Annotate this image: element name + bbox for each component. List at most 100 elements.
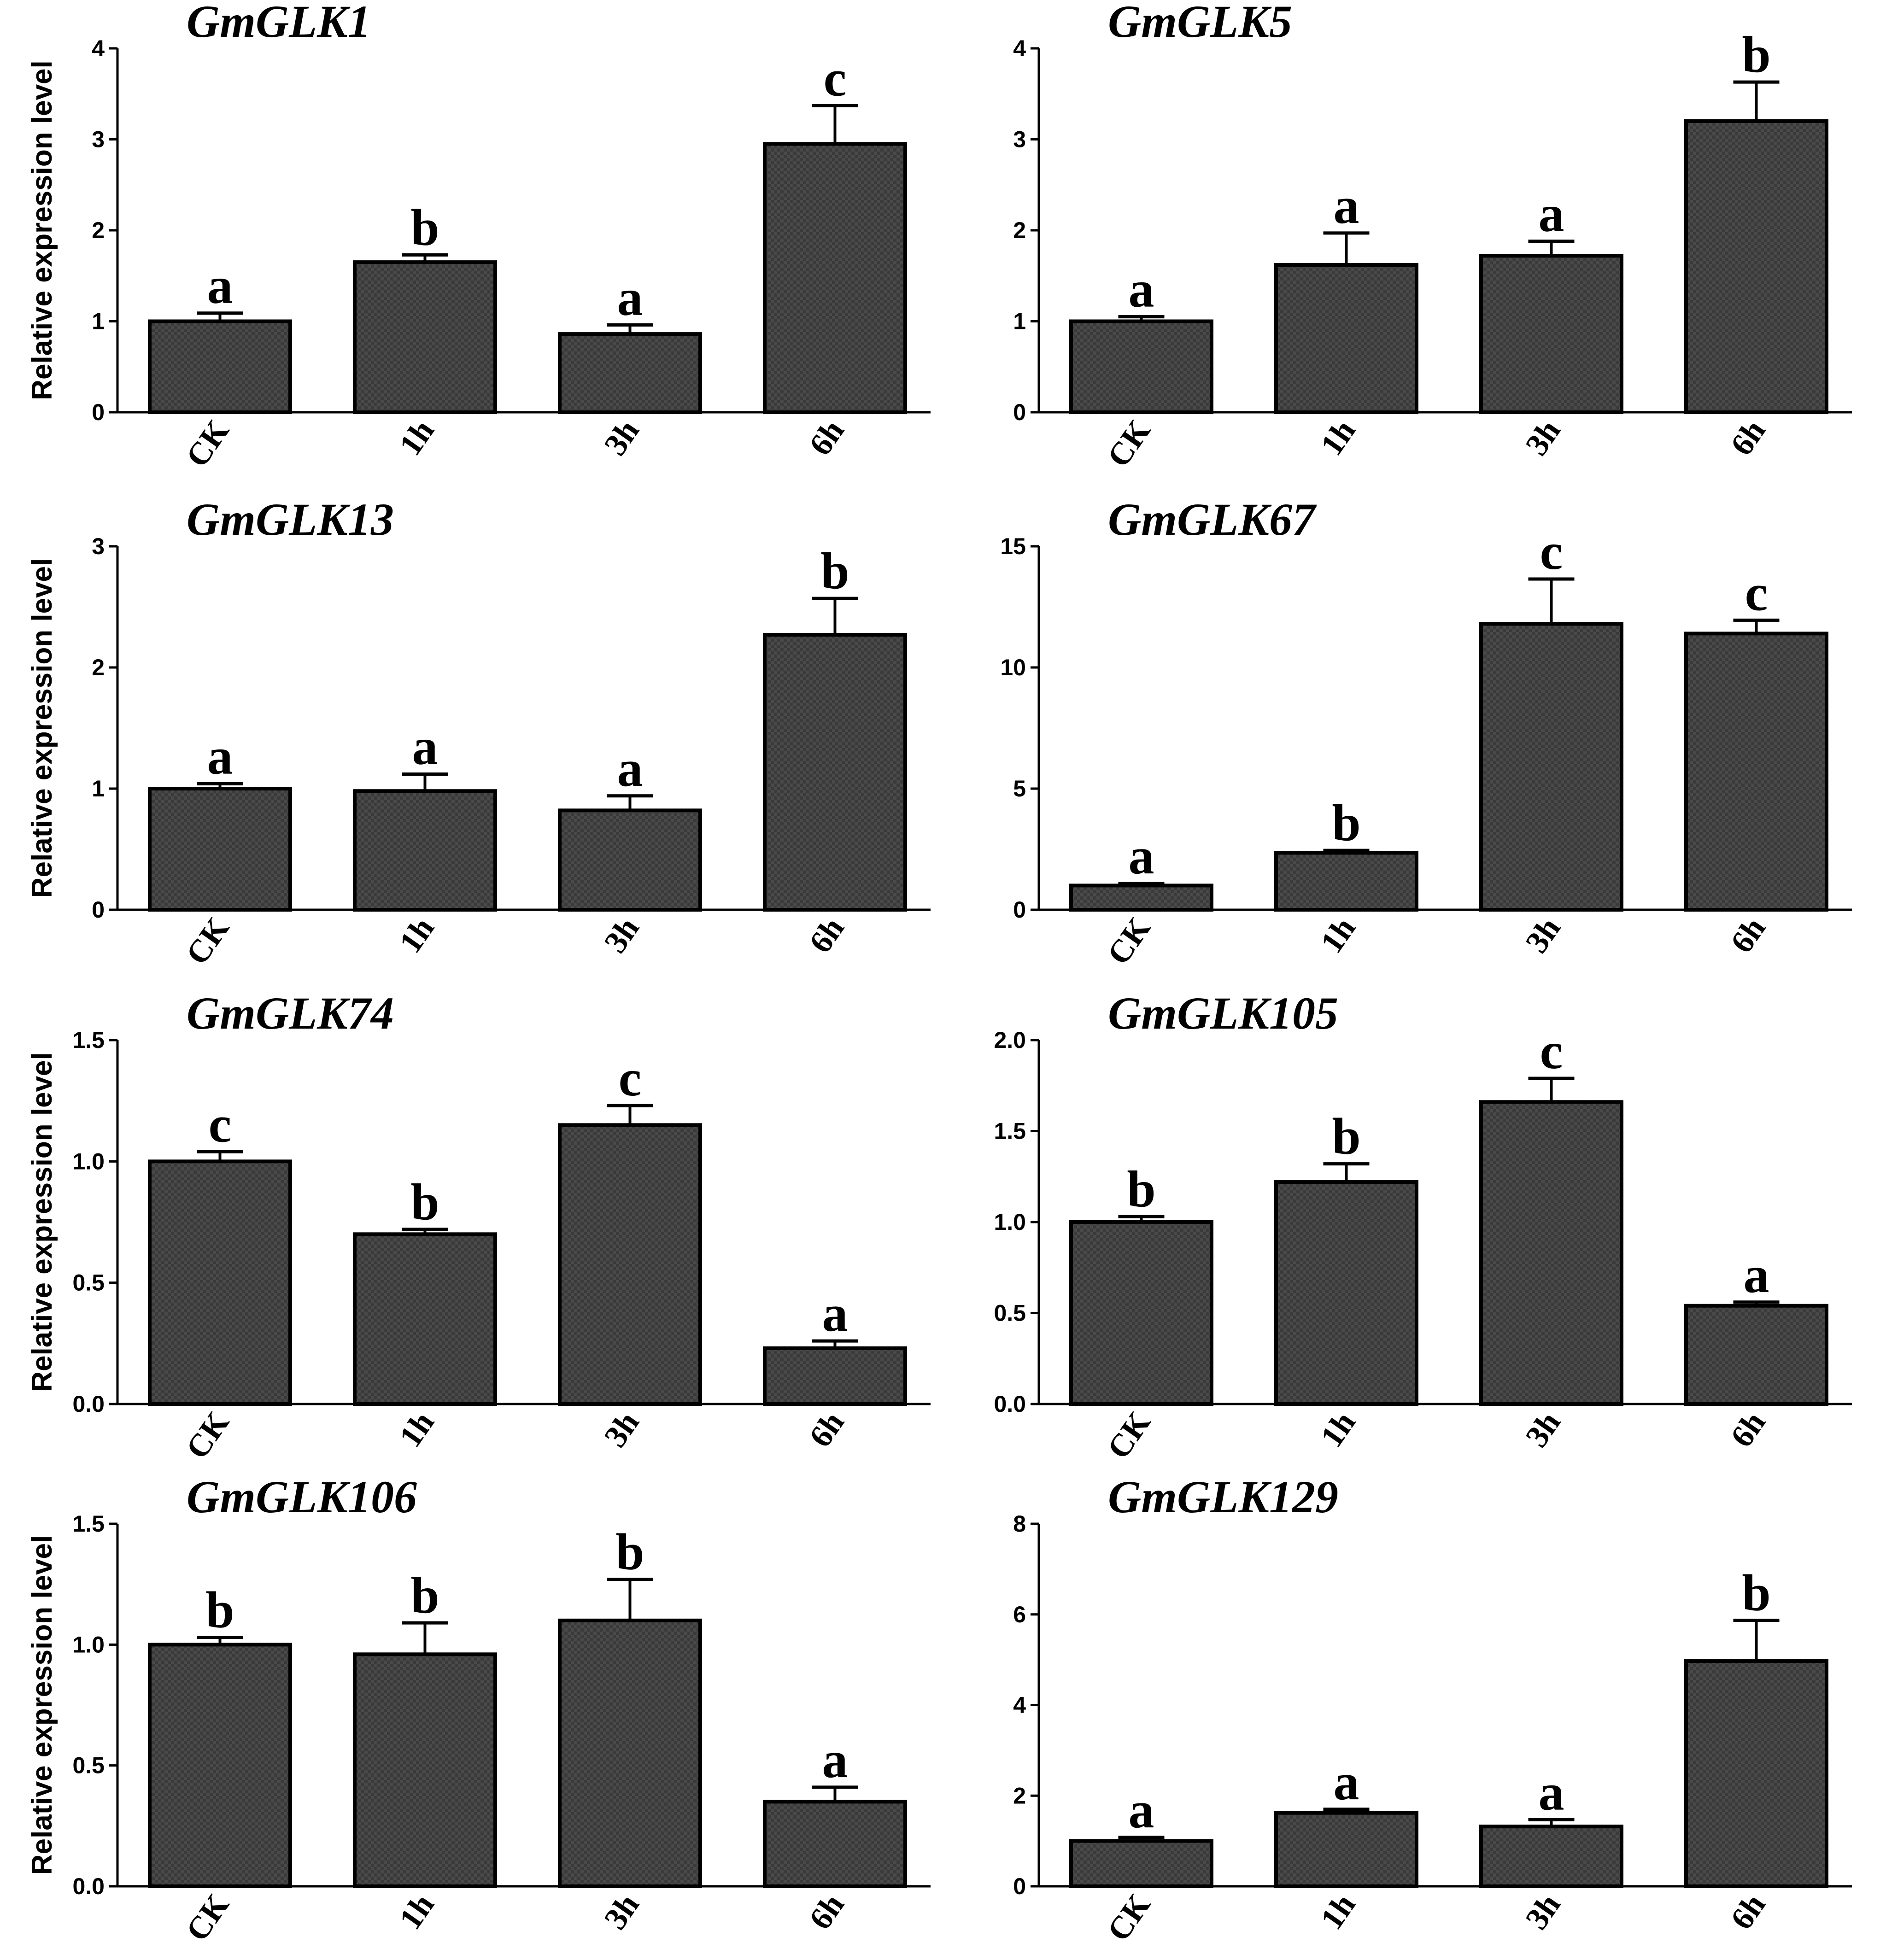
- y-tick-label: 0: [1013, 1873, 1026, 1899]
- significance-letter: a: [822, 1285, 848, 1342]
- x-tick-label: 6h: [1724, 911, 1772, 960]
- significance-letter: b: [1742, 1565, 1770, 1622]
- y-tick-label: 2: [92, 655, 105, 680]
- bar-ck: [148, 1643, 292, 1888]
- x-tick-label: 3h: [1519, 1888, 1567, 1936]
- bar-6h: [1684, 119, 1828, 414]
- bar-3h: [558, 1618, 702, 1889]
- chart-panel-gmglk67: GmGLK67 0 5 10 15 a CK b 1h c 3h c 6h: [1000, 494, 1852, 971]
- chart-panel-gmglk106: GmGLK106 Relative expression level 0.0 0.5 1…: [26, 1471, 931, 1948]
- bar-ck: [1069, 1220, 1213, 1406]
- chart-title: GmGLK105: [1108, 988, 1338, 1039]
- x-tick-label: 3h: [597, 1888, 646, 1936]
- x-tick-label: CK: [1101, 1888, 1157, 1948]
- significance-letter: b: [1332, 1108, 1360, 1165]
- bar-6h: [1684, 1659, 1828, 1888]
- y-tick-label: 1.0: [72, 1632, 105, 1657]
- y-tick-label: 0.0: [72, 1391, 105, 1417]
- chart-title: GmGLK67: [1108, 494, 1317, 545]
- significance-letter: a: [1129, 828, 1154, 885]
- x-tick-label: 6h: [802, 1888, 851, 1936]
- significance-letter: b: [410, 1174, 439, 1231]
- y-tick-label: 0.0: [994, 1391, 1026, 1417]
- y-tick-label: 0: [1013, 897, 1026, 923]
- bar-ck: [148, 319, 292, 414]
- x-tick-label: CK: [1101, 414, 1157, 474]
- bar-ck: [148, 787, 292, 912]
- y-tick-label: 3: [92, 533, 105, 559]
- y-tick-label: 10: [1000, 655, 1026, 680]
- bar-3h: [1479, 1825, 1623, 1889]
- bar-3h: [1479, 254, 1623, 414]
- significance-letter: b: [410, 1567, 439, 1624]
- y-tick-label: 4: [92, 35, 105, 61]
- bar-1h: [1274, 1811, 1418, 1889]
- chart-title: GmGLK74: [187, 988, 394, 1039]
- bar-3h: [558, 332, 702, 415]
- y-axis-label: Relative expression level: [26, 1535, 58, 1875]
- y-tick-label: 1.0: [72, 1148, 105, 1174]
- y-tick-label: 2.0: [994, 1027, 1026, 1053]
- chart-title: GmGLK129: [1108, 1471, 1338, 1522]
- significance-letter: a: [1539, 186, 1564, 243]
- bar-ck: [1069, 1839, 1213, 1888]
- bar-1h: [1274, 263, 1418, 414]
- bar-6h: [1684, 632, 1828, 912]
- x-tick-label: CK: [179, 1888, 236, 1948]
- chart-title: GmGLK106: [187, 1471, 417, 1522]
- y-tick-label: 0: [92, 399, 105, 425]
- x-tick-label: 6h: [802, 911, 851, 960]
- bar-3h: [1479, 1100, 1623, 1406]
- y-tick-label: 3: [1013, 127, 1026, 152]
- bar-ck: [1069, 319, 1213, 414]
- significance-letter: b: [820, 543, 849, 600]
- bar-6h: [763, 1346, 907, 1406]
- chart-panel-gmglk105: GmGLK105 0.0 0.5 1.0 1.5 2.0 b CK b 1h c 3h a 6h: [994, 988, 1852, 1465]
- chart-panel-gmglk129: GmGLK129 0 2 4 6 8 a CK a 1h a 3h b 6h: [1013, 1471, 1852, 1948]
- y-tick-label: 1: [92, 309, 105, 334]
- y-tick-label: 4: [1013, 1692, 1026, 1718]
- bar-6h: [1684, 1304, 1828, 1406]
- y-tick-label: 8: [1013, 1511, 1026, 1537]
- significance-letter: a: [1129, 1782, 1154, 1839]
- y-tick-label: 0.5: [72, 1753, 105, 1779]
- significance-letter: b: [410, 199, 439, 256]
- y-tick-label: 0.5: [72, 1270, 105, 1296]
- chart-panel-gmglk74: GmGLK74 Relative expression level 0.0 0.5 1.…: [26, 988, 931, 1465]
- x-tick-label: 1h: [1314, 414, 1362, 462]
- x-tick-label: 1h: [1314, 911, 1362, 960]
- significance-letter: b: [1742, 26, 1770, 83]
- x-tick-label: 3h: [597, 414, 646, 462]
- y-tick-label: 4: [1013, 35, 1026, 61]
- y-tick-label: 1: [92, 776, 105, 802]
- x-tick-label: 6h: [802, 1405, 851, 1454]
- x-tick-label: 1h: [1314, 1888, 1362, 1936]
- bar-1h: [1274, 1180, 1418, 1406]
- x-tick-label: CK: [179, 911, 236, 971]
- y-tick-label: 1.0: [994, 1209, 1026, 1235]
- bar-1h: [353, 789, 497, 912]
- chart-title: GmGLK5: [1108, 0, 1292, 47]
- significance-letter: b: [615, 1524, 644, 1581]
- significance-letter: a: [822, 1732, 848, 1789]
- bar-6h: [763, 1800, 907, 1889]
- bar-ck: [1069, 883, 1213, 912]
- y-tick-label: 1.5: [994, 1118, 1026, 1144]
- significance-letter: a: [1539, 1764, 1564, 1821]
- chart-panel-gmglk1: GmGLK1 Relative expression level 0 1 2 3 4 a CK b…: [26, 0, 931, 474]
- y-axis-label: Relative expression level: [26, 60, 58, 400]
- y-tick-label: 0: [92, 897, 105, 923]
- significance-letter: c: [1540, 1023, 1563, 1080]
- y-tick-label: 1: [1013, 309, 1026, 334]
- y-tick-label: 1.5: [72, 1511, 105, 1537]
- y-tick-label: 2: [1013, 1783, 1026, 1808]
- bar-3h: [1479, 622, 1623, 912]
- y-axis-label: Relative expression level: [26, 1052, 58, 1392]
- significance-letter: a: [617, 269, 643, 326]
- x-tick-label: CK: [1101, 1405, 1157, 1465]
- x-tick-label: 6h: [1724, 414, 1772, 462]
- bar-1h: [353, 1232, 497, 1406]
- x-tick-label: 1h: [392, 1405, 441, 1454]
- x-tick-label: 1h: [392, 911, 441, 960]
